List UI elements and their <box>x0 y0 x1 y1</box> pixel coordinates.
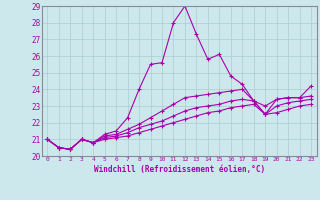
X-axis label: Windchill (Refroidissement éolien,°C): Windchill (Refroidissement éolien,°C) <box>94 165 265 174</box>
